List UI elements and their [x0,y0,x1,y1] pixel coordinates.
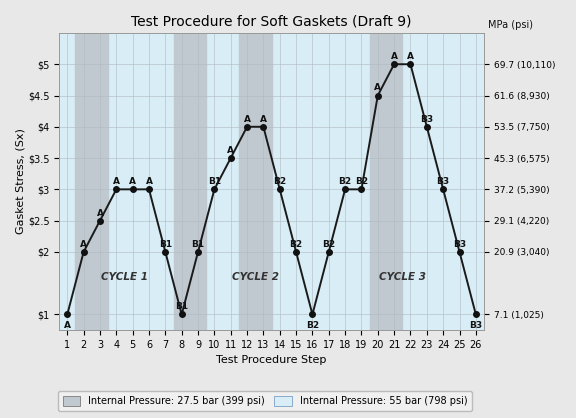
Text: B3: B3 [453,240,466,249]
Text: B1: B1 [208,177,221,186]
Text: B3: B3 [420,115,433,124]
Text: CYCLE 3: CYCLE 3 [379,272,426,282]
Text: B2: B2 [306,321,319,330]
Text: A: A [407,52,414,61]
Bar [370,33,402,330]
Text: MPa (psi): MPa (psi) [488,20,533,30]
Text: A: A [374,84,381,92]
X-axis label: Test Procedure Step: Test Procedure Step [217,355,327,365]
Text: B3: B3 [437,177,450,186]
Text: B2: B2 [290,240,302,249]
Text: B1: B1 [175,303,188,311]
Text: A: A [113,177,120,186]
Text: A: A [146,177,153,186]
Y-axis label: Gasket Stress, (Sx): Gasket Stress, (Sx) [15,129,25,234]
Text: CYCLE 1: CYCLE 1 [101,272,148,282]
Text: A: A [227,146,234,155]
Text: A: A [97,209,104,218]
Text: A: A [244,115,251,124]
Legend: Internal Pressure: 27.5 bar (399 psi), Internal Pressure: 55 bar (798 psi): Internal Pressure: 27.5 bar (399 psi), I… [58,391,472,411]
Text: B1: B1 [191,240,204,249]
Text: A: A [80,240,87,249]
Text: B2: B2 [339,177,352,186]
Text: A: A [64,321,71,330]
Text: A: A [129,177,136,186]
Text: A: A [260,115,267,124]
Text: B3: B3 [469,321,483,330]
Bar [173,33,206,330]
Text: B2: B2 [322,240,335,249]
Text: A: A [391,52,397,61]
Bar [239,33,271,330]
Title: Test Procedure for Soft Gaskets (Draft 9): Test Procedure for Soft Gaskets (Draft 9… [131,15,412,29]
Bar [75,33,108,330]
Text: B1: B1 [159,240,172,249]
Text: CYCLE 2: CYCLE 2 [232,272,279,282]
Text: B2: B2 [273,177,286,186]
Text: B2: B2 [355,177,368,186]
